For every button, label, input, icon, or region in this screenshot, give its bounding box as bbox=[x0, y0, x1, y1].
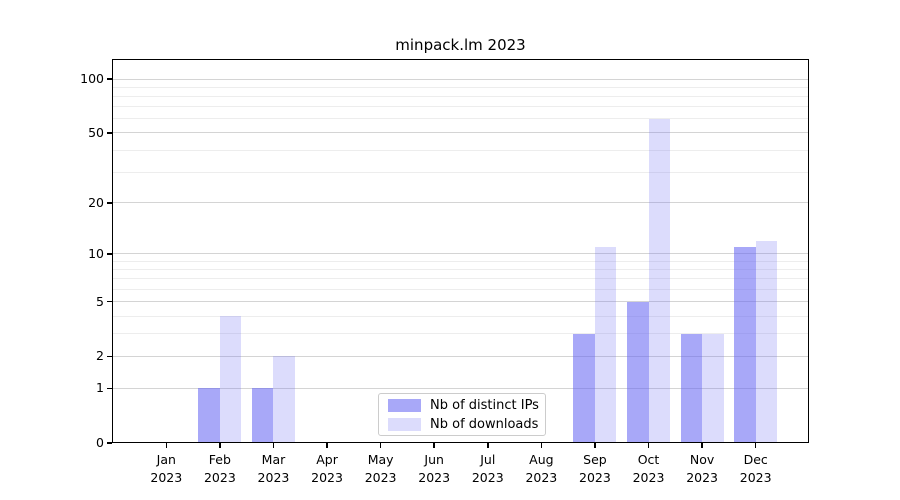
legend-label-distinct-ips: Nb of distinct IPs bbox=[430, 397, 539, 413]
x-tick-label: Jul 2023 bbox=[471, 452, 504, 485]
bar-downloads bbox=[273, 356, 295, 443]
y-tick-label: 10 bbox=[88, 245, 104, 261]
x-tick-label: Jan 2023 bbox=[150, 452, 183, 485]
x-tick-label: Aug 2023 bbox=[525, 452, 558, 485]
legend-row-distinct-ips: Nb of distinct IPs bbox=[388, 397, 539, 413]
gridline-minor bbox=[113, 95, 808, 97]
bar-downloads bbox=[219, 316, 242, 443]
y-tick-label: 5 bbox=[96, 293, 104, 309]
gridline-minor bbox=[113, 118, 808, 120]
legend-swatch-downloads bbox=[388, 417, 421, 431]
x-tick-label: Mar 2023 bbox=[257, 452, 290, 485]
gridline-minor bbox=[113, 278, 808, 280]
chart-title: minpack.lm 2023 bbox=[395, 36, 526, 54]
y-tick-mark bbox=[107, 253, 112, 255]
x-tick-mark bbox=[647, 443, 650, 448]
legend-label-downloads: Nb of downloads bbox=[430, 416, 539, 432]
bar-distinct-ips bbox=[680, 333, 703, 443]
y-tick-mark bbox=[107, 442, 112, 444]
x-tick-mark bbox=[219, 443, 221, 448]
gridline-minor bbox=[113, 171, 808, 173]
gridline-major bbox=[113, 355, 808, 357]
gridline-minor bbox=[113, 106, 808, 108]
x-tick-label: Sep 2023 bbox=[579, 452, 611, 485]
x-tick-mark bbox=[165, 443, 168, 448]
bar-distinct-ips bbox=[627, 301, 649, 443]
x-tick-label: Nov 2023 bbox=[686, 452, 718, 485]
y-tick-label: 20 bbox=[88, 194, 104, 210]
y-tick-mark bbox=[107, 300, 112, 303]
bar-downloads bbox=[594, 247, 617, 443]
gridline-major bbox=[113, 387, 808, 389]
x-tick-mark bbox=[486, 443, 489, 448]
legend: Nb of distinct IPs Nb of downloads bbox=[378, 393, 546, 436]
bar-downloads bbox=[755, 240, 778, 443]
x-tick-label: Feb 2023 bbox=[203, 452, 236, 485]
y-tick-label: 100 bbox=[80, 71, 104, 86]
y-tick-mark bbox=[107, 132, 112, 134]
x-tick-label: Jun 2023 bbox=[418, 452, 451, 485]
bar-distinct-ips bbox=[734, 247, 756, 443]
bar-downloads bbox=[702, 333, 724, 443]
x-tick-mark bbox=[540, 443, 543, 448]
bar-distinct-ips bbox=[573, 333, 595, 443]
legend-row-downloads: Nb of downloads bbox=[388, 416, 539, 432]
gridline-minor bbox=[113, 269, 808, 271]
x-tick-mark bbox=[594, 443, 596, 448]
bar-distinct-ips bbox=[251, 388, 274, 443]
x-tick-label: Oct 2023 bbox=[632, 452, 665, 485]
x-tick-label: Dec 2023 bbox=[739, 452, 772, 485]
gridline-minor bbox=[113, 315, 808, 317]
y-tick-label: 0 bbox=[96, 435, 104, 450]
y-tick-label: 2 bbox=[96, 348, 104, 364]
gridline-minor bbox=[113, 149, 808, 151]
x-tick-mark bbox=[379, 443, 382, 448]
x-tick-mark bbox=[433, 443, 435, 448]
bar-downloads bbox=[648, 118, 671, 443]
x-tick-label: Apr 2023 bbox=[311, 452, 343, 485]
gridline-minor bbox=[113, 86, 808, 88]
x-tick-mark bbox=[272, 443, 275, 448]
gridline-major bbox=[113, 253, 808, 255]
y-tick-label: 50 bbox=[88, 124, 104, 140]
y-tick-mark bbox=[107, 78, 112, 80]
y-tick-mark bbox=[107, 202, 112, 204]
gridline-minor bbox=[113, 260, 808, 262]
x-tick-label: May 2023 bbox=[364, 452, 397, 485]
gridline-major bbox=[113, 132, 808, 134]
bar-distinct-ips bbox=[198, 388, 220, 443]
gridline-major bbox=[113, 301, 808, 303]
gridline-minor bbox=[113, 289, 808, 291]
x-tick-mark bbox=[701, 443, 703, 448]
y-tick-mark bbox=[107, 387, 112, 390]
gridline-major bbox=[113, 202, 808, 204]
legend-swatch-distinct-ips bbox=[388, 398, 421, 412]
y-tick-mark bbox=[107, 355, 112, 358]
y-tick-label: 1 bbox=[96, 380, 104, 396]
x-tick-mark bbox=[754, 443, 757, 448]
gridline-minor bbox=[113, 333, 808, 335]
x-tick-mark bbox=[326, 443, 328, 448]
gridline-major bbox=[113, 78, 808, 80]
